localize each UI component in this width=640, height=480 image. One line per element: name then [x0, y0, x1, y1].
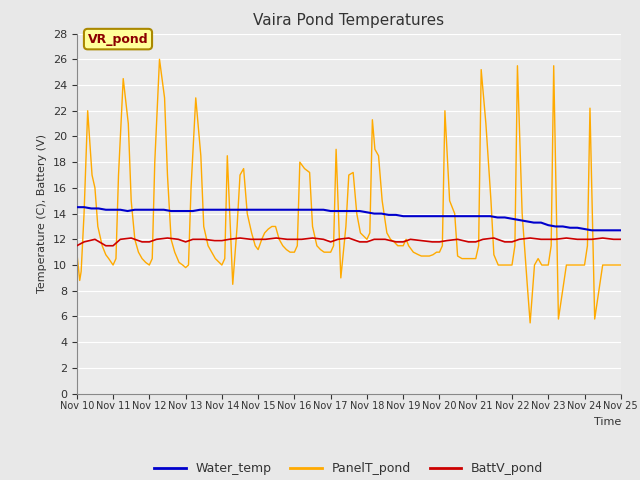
- X-axis label: Time: Time: [593, 417, 621, 427]
- Title: Vaira Pond Temperatures: Vaira Pond Temperatures: [253, 13, 444, 28]
- Y-axis label: Temperature (C), Battery (V): Temperature (C), Battery (V): [37, 134, 47, 293]
- Legend: Water_temp, PanelT_pond, BattV_pond: Water_temp, PanelT_pond, BattV_pond: [149, 457, 548, 480]
- Text: VR_pond: VR_pond: [88, 33, 148, 46]
